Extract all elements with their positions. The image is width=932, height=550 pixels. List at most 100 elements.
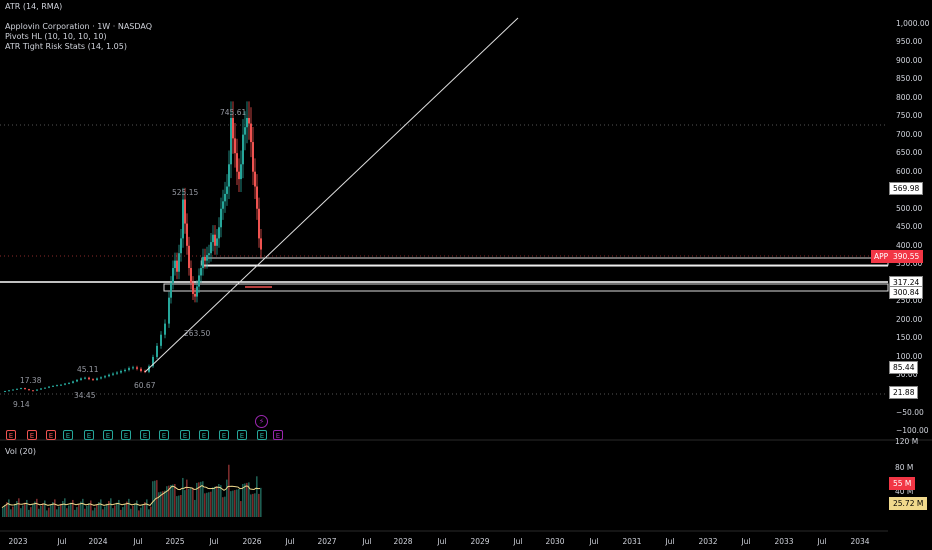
volume-bar xyxy=(12,506,14,517)
price-tick: 500.00 xyxy=(896,203,923,213)
volume-bar xyxy=(200,481,202,517)
volume-bar xyxy=(220,485,222,517)
candle-body xyxy=(242,134,244,165)
candle-body xyxy=(220,208,222,228)
candle-body xyxy=(176,260,178,272)
candle-body xyxy=(132,367,134,369)
volume-bar xyxy=(140,507,142,517)
volume-bar xyxy=(196,482,198,517)
volume-bar xyxy=(80,501,82,517)
candle-body xyxy=(214,234,216,246)
candle-body xyxy=(104,376,106,378)
volume-bar xyxy=(88,503,90,517)
volume-bar xyxy=(182,477,184,517)
volume-bar xyxy=(62,501,64,517)
volume-bar xyxy=(4,504,6,517)
volume-bar xyxy=(204,493,206,517)
price-tag-569: 569.98 xyxy=(889,182,924,195)
candle-body xyxy=(52,385,54,387)
earnings-badge[interactable]: E xyxy=(140,430,150,440)
volume-bar xyxy=(50,504,52,517)
volume-ma-tag: 25.72 M xyxy=(889,497,928,510)
candle-body xyxy=(160,334,162,346)
volume-bar xyxy=(14,503,16,517)
volume-bar xyxy=(106,503,108,517)
volume-bar xyxy=(58,506,60,517)
price-tag-85: 85.44 xyxy=(889,361,919,374)
volume-bar xyxy=(226,479,228,517)
price-tick: 200.00 xyxy=(896,314,923,324)
atr-risk-indicator-label[interactable]: ATR Tight Risk Stats (14, 1.05) xyxy=(5,42,127,51)
candle-body xyxy=(238,171,240,180)
candle-body xyxy=(222,201,224,209)
earnings-badge[interactable]: E xyxy=(103,430,113,440)
earnings-badge[interactable]: E xyxy=(273,430,283,440)
earnings-badge[interactable]: E xyxy=(84,430,94,440)
candle-body xyxy=(216,238,218,246)
volume-bar xyxy=(44,500,46,517)
candle-body xyxy=(202,256,204,269)
earnings-badge[interactable]: E xyxy=(27,430,37,440)
time-tick: Jul xyxy=(285,537,295,546)
volume-bar xyxy=(2,507,4,517)
earnings-badge[interactable]: E xyxy=(121,430,131,440)
price-tick: 850.00 xyxy=(896,74,923,84)
candle-body xyxy=(68,382,70,384)
volume-bar xyxy=(192,487,194,517)
volume-axis-120: 120 M xyxy=(895,437,919,446)
volume-bar xyxy=(158,492,160,517)
earnings-badge[interactable]: E xyxy=(257,430,267,440)
volume-bar xyxy=(184,490,186,517)
earnings-badge[interactable]: E xyxy=(6,430,16,440)
lightning-icon[interactable]: ⚡ xyxy=(255,415,268,428)
volume-bar xyxy=(174,484,176,517)
earnings-badge[interactable]: E xyxy=(180,430,190,440)
candle-body xyxy=(48,386,50,388)
earnings-badge[interactable]: E xyxy=(63,430,73,440)
candle-body xyxy=(192,282,194,294)
volume-bar xyxy=(90,500,92,517)
candle-body xyxy=(260,238,262,250)
candle-body xyxy=(60,384,62,386)
earnings-badge[interactable]: E xyxy=(199,430,209,440)
price-tick: 350.00 xyxy=(896,259,923,269)
volume-bar xyxy=(28,509,30,517)
volume-bar xyxy=(56,509,58,517)
atr-zone-upper xyxy=(201,257,889,266)
price-tick: 600.00 xyxy=(896,166,923,176)
volume-bar xyxy=(114,505,116,517)
candle-body xyxy=(200,268,202,276)
volume-bar xyxy=(160,491,162,517)
volume-bar xyxy=(18,498,20,517)
volume-bar xyxy=(162,491,164,517)
candle-body xyxy=(178,253,180,272)
pivot-high-525: 525.15 xyxy=(172,188,199,197)
price-tick: 50.00 xyxy=(896,370,918,380)
candle-body xyxy=(180,238,182,254)
earnings-badge[interactable]: E xyxy=(46,430,56,440)
volume-bar xyxy=(208,492,210,517)
atr-indicator-label[interactable]: ATR (14, RMA) xyxy=(5,2,63,11)
volume-bar xyxy=(242,484,244,517)
pivots-indicator-label[interactable]: Pivots HL (10, 10, 10, 10) xyxy=(5,32,107,41)
time-tick: Jul xyxy=(741,537,751,546)
volume-bar xyxy=(26,499,28,517)
price-tick: 150.00 xyxy=(896,333,923,343)
earnings-badge[interactable]: E xyxy=(219,430,229,440)
time-tick: Jul xyxy=(665,537,675,546)
earnings-badge[interactable]: E xyxy=(237,430,247,440)
candle-body xyxy=(224,193,226,202)
volume-bar xyxy=(134,503,136,517)
candle-body xyxy=(20,388,22,390)
time-tick: 2034 xyxy=(850,537,870,546)
volume-bar xyxy=(76,507,78,517)
volume-bar xyxy=(144,502,146,517)
earnings-badge[interactable]: E xyxy=(159,430,169,440)
volume-bar xyxy=(96,504,98,517)
price-tick: −100.00 xyxy=(896,426,929,436)
time-tick: Jul xyxy=(362,537,372,546)
symbol-title[interactable]: Applovin Corporation · 1W · NASDAQ xyxy=(5,22,153,31)
volume-label[interactable]: Vol (20) xyxy=(5,447,36,456)
volume-bar xyxy=(22,505,24,517)
